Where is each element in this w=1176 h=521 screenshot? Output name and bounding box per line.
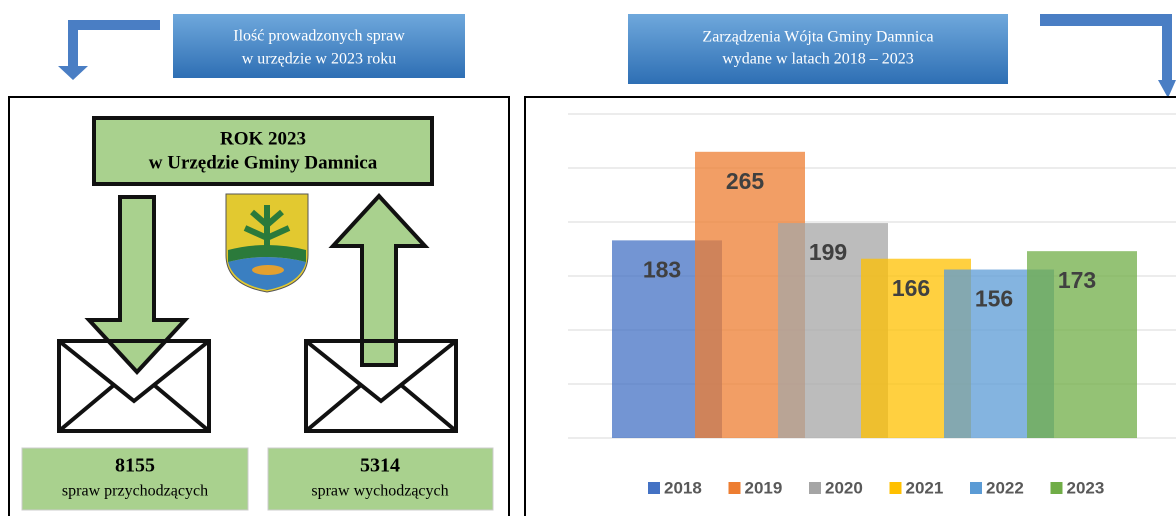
info-title: ROK 2023 [220, 128, 306, 149]
header-text: w urzędzie w 2023 roku [242, 51, 397, 68]
header-box [173, 14, 465, 78]
count-label: spraw przychodzących [62, 483, 208, 500]
header-text: Ilość prowadzonych spraw [233, 28, 405, 45]
canvas: Ilość prowadzonych spraw w urzędzie w 20… [0, 0, 1176, 516]
header-box [628, 14, 1008, 84]
legend-label: 2019 [745, 478, 783, 497]
data-label: 199 [809, 239, 847, 265]
info-title: w Urzędzie Gminy Damnica [149, 152, 378, 173]
legend-swatch [890, 482, 902, 494]
legend-label: 2022 [986, 478, 1024, 497]
legend-label: 2021 [906, 478, 944, 497]
data-label: 265 [726, 168, 765, 194]
bent-arrow [1040, 14, 1176, 98]
legend-swatch [648, 482, 660, 494]
legend-swatch [970, 482, 982, 494]
chart-title: wydane w latach 2018 – 2023 [722, 51, 914, 68]
data-label: 156 [975, 286, 1013, 312]
page: Ilość prowadzonych spraw w urzędzie w 20… [0, 0, 1176, 516]
count-label: spraw wychodzących [311, 483, 448, 500]
count: 5314 [360, 455, 400, 477]
data-label: 166 [892, 275, 930, 301]
legend-swatch [1051, 482, 1063, 494]
chart-title: Zarządzenia Wójta Gminy Damnica [702, 29, 933, 46]
legend-label: 2023 [1067, 478, 1105, 497]
legend-label: 2020 [825, 478, 863, 497]
data-label: 173 [1058, 267, 1096, 293]
bent-arrow [58, 20, 160, 80]
coat-of-arms [226, 194, 308, 292]
count: 8155 [115, 455, 155, 477]
legend-label: 2018 [664, 478, 702, 497]
legend-swatch [809, 482, 821, 494]
legend-swatch [729, 482, 741, 494]
data-label: 183 [643, 256, 681, 282]
